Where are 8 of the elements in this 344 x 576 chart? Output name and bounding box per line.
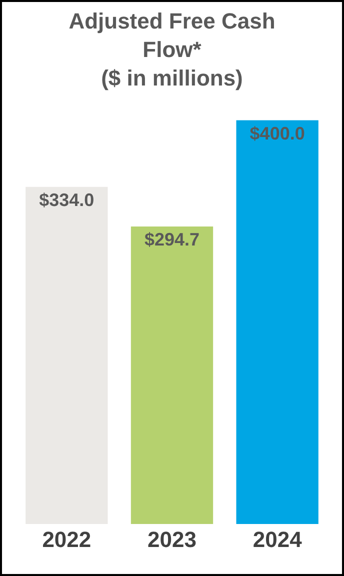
- data-label: $294.7: [144, 230, 200, 250]
- chart-subtitle: ($ in millions): [101, 66, 243, 91]
- data-label: $334.0: [39, 190, 94, 210]
- x-tick-label: 2023: [148, 527, 196, 552]
- data-label: $400.0: [250, 123, 305, 144]
- chart-title: Adjusted Free Cash Flow*: [68, 8, 276, 62]
- x-tick-label: 2022: [42, 527, 92, 552]
- x-tick-label: 2024: [252, 527, 303, 552]
